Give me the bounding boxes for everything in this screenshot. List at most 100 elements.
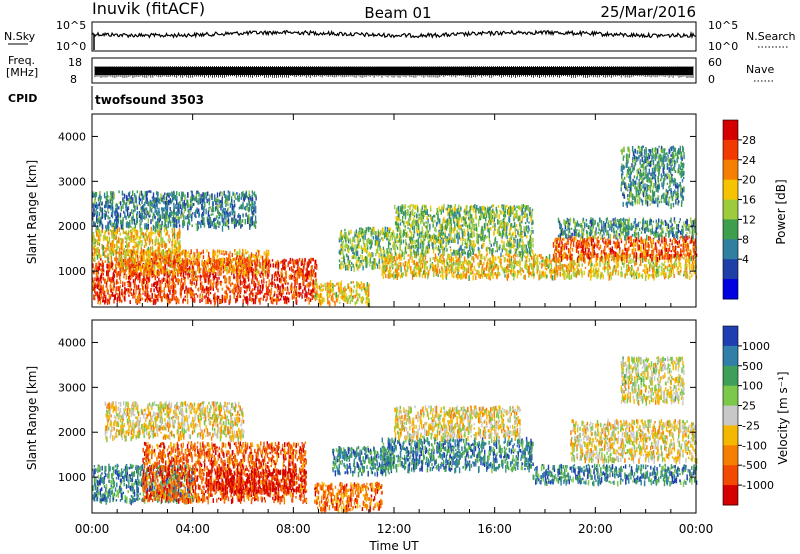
power-echo-cell [201, 281, 203, 288]
power-echo-cell [345, 264, 347, 271]
power-echo-cell [225, 212, 227, 217]
power-echo-cell [206, 286, 208, 291]
power-echo-cell [187, 225, 189, 231]
power-echo-cell [149, 240, 152, 243]
power-echo-cell [158, 207, 160, 213]
power-echo-cell [344, 231, 346, 238]
power-echo-cell [581, 272, 583, 278]
power-echo-cell [96, 242, 99, 246]
power-echo-cell [142, 216, 145, 220]
power-echo-cell [120, 270, 122, 274]
power-echo-cell [356, 286, 358, 289]
power-echo-cell [153, 274, 156, 277]
power-echo-cell [262, 260, 265, 263]
power-echo-cell [366, 282, 369, 287]
power-echo-cell [134, 235, 136, 238]
power-echo-cell [647, 274, 650, 280]
power-echo-cell [663, 263, 665, 266]
power-echo-cell [237, 291, 239, 295]
power-echo-cell [168, 286, 170, 292]
power-echo-cell [204, 260, 206, 263]
power-echo-cell [123, 259, 125, 263]
power-echo-cell [121, 247, 123, 251]
power-echo-cell [350, 281, 352, 284]
power-echo-cell [171, 281, 174, 287]
power-echo-band-6 [381, 253, 697, 282]
power-echo-cell [127, 275, 130, 280]
power-echo-cell [216, 298, 219, 303]
power-echo-cell [173, 259, 175, 262]
power-echo-cell [640, 274, 643, 277]
power-echo-cell [399, 254, 401, 258]
power-echo-cell [173, 285, 175, 291]
power-echo-cell [344, 289, 346, 293]
power-echo-cell [96, 228, 98, 233]
power-echo-cell [237, 214, 239, 219]
power-echo-cell [384, 270, 386, 275]
power-echo-cell [346, 264, 349, 271]
power-echo-cell [217, 249, 219, 253]
power-echo-cell [299, 273, 301, 276]
power-echo-cell [344, 236, 346, 240]
power-echo-cell [378, 252, 380, 259]
power-echo-cell [328, 284, 330, 289]
power-echo-cell [217, 210, 220, 215]
power-echo-cell [132, 272, 134, 277]
power-echo-cell [329, 290, 332, 293]
power-echo-cell [379, 245, 381, 251]
power-echo-cell [182, 267, 184, 272]
power-echo-cell [450, 263, 452, 266]
power-echo-cell [95, 206, 98, 211]
power-echo-cell [194, 211, 196, 217]
power-echo-cell [99, 300, 102, 305]
power-echo-cell [156, 197, 158, 203]
power-echo-cell [317, 293, 320, 298]
power-echo-cell [362, 283, 364, 287]
power-echo-cell [318, 285, 320, 290]
power-echo-cell [117, 214, 120, 221]
power-echo-cell [260, 297, 262, 300]
power-echo-cell [306, 296, 308, 302]
power-echo-cell [396, 263, 398, 267]
power-echo-cell [148, 231, 150, 236]
power-echo-cell [566, 266, 568, 269]
nsearch-label: N.Search [746, 30, 796, 43]
power-echo-cell [165, 258, 167, 264]
power-echo-cell [276, 296, 278, 303]
power-echo-cell [159, 241, 161, 246]
power-echo-cell [633, 275, 635, 280]
power-echo-cell [381, 227, 384, 230]
power-echo-cell [140, 257, 142, 264]
power-echo-cell [387, 239, 390, 242]
freq-strip-frame [91, 57, 697, 84]
power-echo-cell [195, 279, 197, 282]
power-echo-cell [495, 257, 497, 261]
power-echo-cell [234, 192, 236, 198]
power-echo-cell [358, 259, 360, 263]
power-echo-cell [436, 256, 438, 262]
power-echo-cell [194, 261, 196, 264]
power-echo-cell [634, 263, 636, 267]
power-echo-cell [275, 261, 277, 267]
power-echo-cell [219, 221, 221, 226]
power-echo-cell [100, 273, 103, 278]
power-echo-cell [216, 204, 219, 209]
power-echo-cell [488, 274, 490, 280]
power-echo-cell [469, 272, 472, 276]
power-echo-cell [123, 199, 125, 205]
power-echo-band-2 [92, 190, 257, 232]
power-echo-cell [632, 273, 634, 276]
power-echo-cell [109, 220, 112, 226]
power-echo-cell [444, 273, 447, 278]
power-echo-cell [259, 288, 261, 295]
power-echo-cell [216, 282, 219, 286]
power-echo-cell [217, 262, 219, 267]
power-echo-cell [340, 265, 342, 270]
power-echo-cell [157, 256, 160, 260]
power-echo-cell [220, 200, 222, 203]
power-echo-cell [376, 249, 378, 252]
power-echo-cell [251, 292, 254, 297]
nsky-tick-top: 10^5 [56, 19, 86, 32]
power-echo-cell [137, 246, 139, 250]
power-echo-cell [273, 272, 276, 279]
